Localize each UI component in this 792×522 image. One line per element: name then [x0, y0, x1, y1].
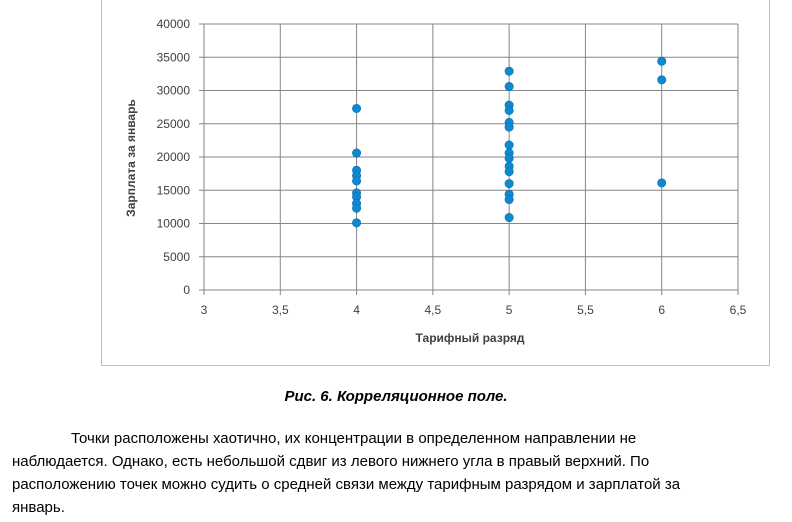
y-tick-label: 15000 — [157, 183, 191, 197]
body-paragraph: Точки расположены хаотично, их концентра… — [12, 427, 782, 519]
y-tick-label: 30000 — [157, 84, 191, 98]
data-point — [504, 167, 514, 177]
chart-frame: 0 5000 10000 15000 20000 25000 30000 35000 40000… — [101, 0, 770, 366]
data-point — [352, 148, 362, 158]
y-tick-label: 40000 — [157, 17, 191, 31]
y-tick-label: 0 — [183, 283, 190, 297]
data-point — [352, 218, 362, 228]
paragraph-line: Точки расположены хаотично, их концентра… — [71, 430, 637, 447]
paragraph-line: расположению точек можно судить о средне… — [12, 476, 681, 493]
data-point — [504, 195, 514, 205]
y-tick-label: 10000 — [157, 217, 191, 231]
y-axis-label: Зарплата за январь — [124, 99, 138, 217]
y-tick-label: 25000 — [157, 117, 191, 131]
data-point — [504, 122, 514, 132]
paragraph-line: наблюдается. Однако, есть небольшой сдви… — [12, 453, 650, 470]
y-tick-label: 5000 — [163, 250, 190, 264]
data-point — [657, 178, 667, 188]
data-point — [352, 203, 362, 213]
x-tick-label: 3,5 — [272, 303, 289, 317]
data-point — [504, 140, 514, 150]
data-points — [352, 56, 667, 228]
data-point — [352, 176, 362, 186]
scatter-chart: 0 5000 10000 15000 20000 25000 30000 35000 40000… — [124, 17, 747, 345]
grid-lines — [199, 23, 739, 295]
figure-caption: Рис. 6. Корреляционное поле. — [284, 388, 508, 405]
data-point — [504, 82, 514, 92]
x-tick-label: 6 — [658, 303, 665, 317]
data-point — [504, 66, 514, 76]
x-tick-label: 3 — [201, 303, 208, 317]
data-point — [657, 56, 667, 66]
x-axis-label: Тарифный разряд — [415, 331, 524, 345]
x-tick-label: 4,5 — [425, 303, 442, 317]
data-point — [504, 105, 514, 115]
x-tick-labels: 3 3,5 4 4,5 5 5,5 6 6,5 — [201, 303, 747, 317]
x-tick-label: 5 — [506, 303, 513, 317]
x-tick-label: 6,5 — [730, 303, 747, 317]
data-point — [504, 213, 514, 223]
x-tick-label: 4 — [353, 303, 360, 317]
data-point — [504, 153, 514, 163]
paragraph-line: январь. — [12, 499, 65, 516]
x-tick-label: 5,5 — [577, 303, 594, 317]
y-tick-label: 20000 — [157, 150, 191, 164]
data-point — [504, 179, 514, 189]
y-tick-label: 35000 — [157, 50, 191, 64]
data-point — [352, 103, 362, 113]
y-tick-labels: 0 5000 10000 15000 20000 25000 30000 35000 40000 — [157, 17, 191, 297]
data-point — [657, 75, 667, 85]
